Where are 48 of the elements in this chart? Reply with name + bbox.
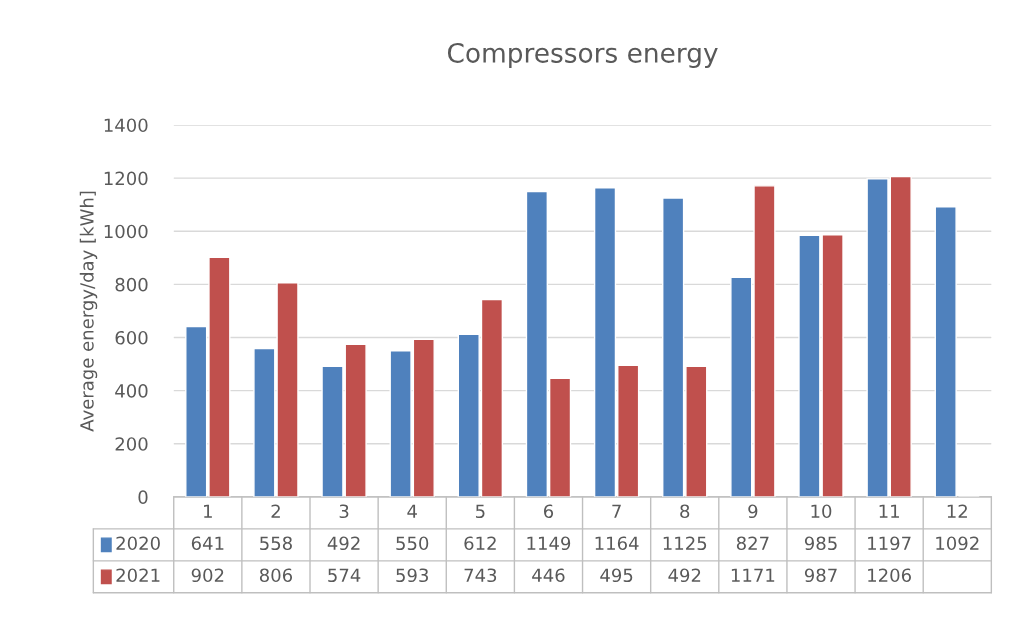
x-tick-label: 2 [271,504,280,518]
data-label: 1125 [663,536,707,551]
legend-label: 2020 [116,536,160,551]
y-tick-label: 1400 [104,118,148,133]
data-label: 550 [396,536,429,551]
data-label: 1197 [868,536,911,551]
data-label: 1092 [936,536,979,551]
x-tick-label: 10 [811,504,832,519]
y-tick-label: 400 [115,384,148,398]
legend-label: 2021 [116,568,160,583]
y-tick-label: 0 [138,490,148,504]
data-label: 827 [736,536,769,551]
data-label: 558 [260,536,292,551]
chart-title: Compressors energy [447,42,718,68]
data-label: 902 [191,568,224,583]
x-tick-label: 6 [543,504,554,519]
y-tick-label: 800 [115,277,148,292]
data-label: 1164 [595,536,639,551]
data-label: 574 [328,568,361,583]
data-label: 743 [464,568,497,583]
data-label: 806 [259,568,293,583]
x-tick-label: 9 [748,504,758,519]
x-tick-label: 3 [339,504,349,519]
x-tick-label: 11 [879,504,899,518]
y-tick-label: 600 [115,330,148,345]
x-tick-label: 12 [947,504,967,518]
x-tick-label: 8 [680,504,690,519]
x-tick-label: 4 [407,504,417,518]
x-tick-label: 5 [475,504,485,519]
data-label: 593 [396,568,428,583]
x-tick-label: 7 [612,504,621,518]
y-tick-label: 200 [115,437,148,451]
data-label: 1206 [868,568,911,583]
data-label: 612 [464,536,496,551]
data-label: 1171 [731,568,775,582]
data-label: 446 [532,568,565,583]
data-label: 1149 [527,536,571,551]
data-label: 495 [600,568,633,583]
data-label: 987 [804,568,837,583]
y-tick-label: 1200 [104,171,148,186]
data-label: 492 [327,536,360,551]
data-label: 492 [668,568,701,583]
x-tick-label: 1 [204,504,212,518]
y-axis-title: Average energy/day [kWh] [79,191,98,432]
bar [934,206,957,497]
y-tick-label: 1000 [104,224,148,239]
data-label: 985 [804,536,837,551]
data-label: 641 [191,536,224,551]
